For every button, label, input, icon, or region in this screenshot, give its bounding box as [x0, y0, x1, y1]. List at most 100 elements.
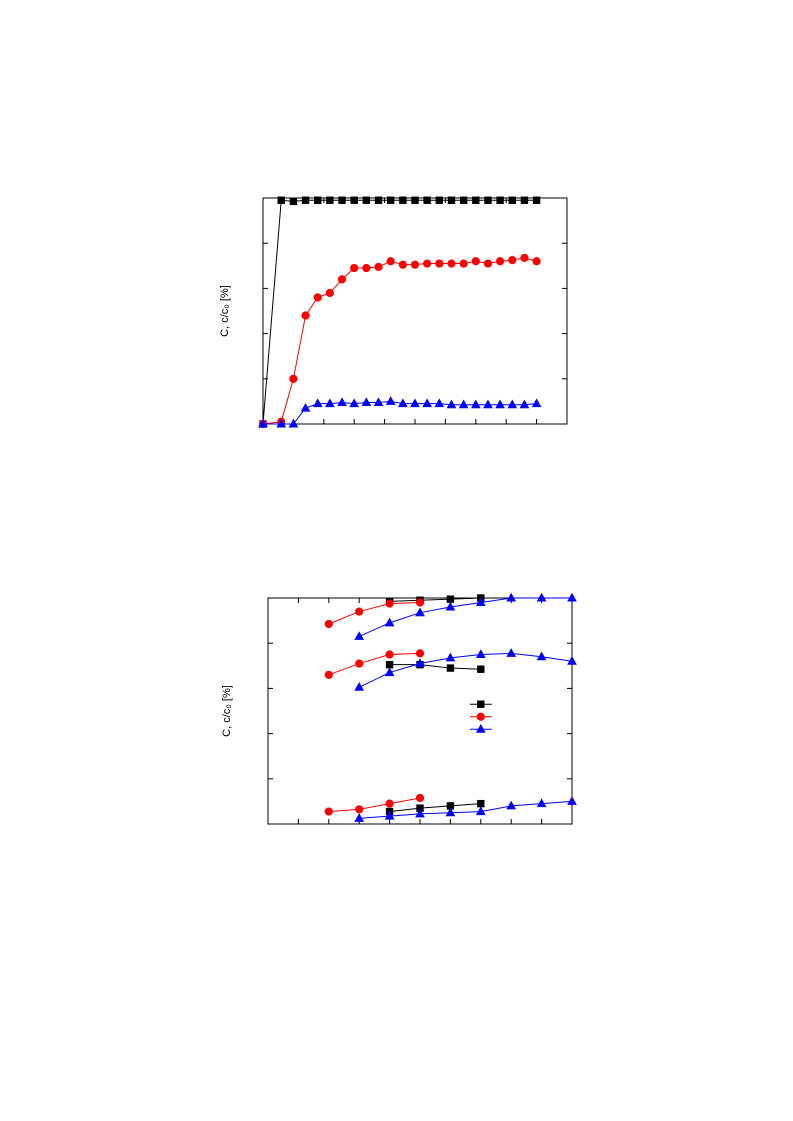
marker	[314, 196, 322, 204]
marker	[458, 399, 469, 409]
marker	[508, 256, 517, 265]
marker	[325, 288, 334, 298]
marker	[520, 196, 529, 204]
plot-frame	[267, 597, 573, 825]
legend-marker	[475, 723, 486, 733]
series-line	[358, 652, 573, 688]
marker	[385, 799, 394, 808]
marker	[423, 259, 432, 268]
marker	[423, 196, 431, 204]
marker	[362, 196, 371, 204]
marker	[289, 197, 298, 206]
marker	[355, 607, 364, 616]
marker	[459, 196, 468, 204]
marker	[350, 263, 359, 273]
marker	[475, 806, 486, 816]
marker	[484, 196, 492, 204]
marker	[386, 196, 395, 204]
marker	[471, 257, 480, 266]
marker	[495, 399, 505, 409]
marker	[472, 196, 480, 204]
marker	[362, 263, 371, 273]
marker	[506, 648, 517, 657]
marker	[434, 398, 445, 408]
marker	[446, 399, 457, 409]
marker	[373, 397, 384, 407]
marker	[506, 800, 517, 810]
marker	[477, 799, 485, 808]
marker	[506, 592, 517, 602]
marker	[422, 398, 433, 408]
marker	[410, 260, 420, 269]
series-line	[389, 803, 481, 813]
marker	[415, 808, 425, 818]
marker	[276, 418, 287, 428]
marker	[398, 260, 407, 269]
marker	[258, 418, 268, 428]
marker	[385, 396, 396, 405]
marker	[355, 805, 364, 814]
marker	[385, 650, 394, 659]
series-line	[328, 797, 421, 813]
marker	[397, 398, 408, 408]
series-line	[389, 597, 481, 602]
marker	[354, 631, 365, 640]
marker	[289, 374, 298, 383]
marker	[312, 398, 323, 408]
marker	[349, 398, 360, 408]
marker	[415, 649, 425, 658]
marker	[567, 592, 577, 602]
marker	[313, 293, 322, 302]
marker	[435, 259, 444, 268]
marker	[532, 196, 541, 204]
marker	[475, 649, 486, 658]
marker	[536, 798, 547, 808]
marker	[350, 196, 358, 204]
marker	[374, 196, 383, 204]
marker	[508, 196, 516, 204]
marker	[496, 196, 504, 204]
marker	[337, 275, 347, 284]
marker	[385, 660, 394, 669]
marker	[384, 810, 395, 820]
marker	[410, 398, 420, 408]
marker	[536, 651, 547, 661]
marker	[301, 311, 310, 320]
series-line	[262, 257, 537, 425]
series-line	[389, 664, 481, 670]
marker	[399, 196, 407, 204]
marker	[337, 397, 347, 407]
marker	[435, 196, 444, 204]
series-line	[359, 800, 573, 819]
marker	[338, 196, 346, 204]
marker	[445, 601, 456, 611]
y-axis-label: C, c/c₀ [%]	[221, 685, 233, 737]
marker	[324, 670, 333, 679]
marker	[446, 595, 455, 603]
marker	[300, 402, 311, 412]
marker	[415, 793, 425, 803]
marker	[483, 399, 493, 409]
marker	[301, 196, 310, 204]
marker	[477, 665, 485, 673]
marker	[325, 398, 335, 408]
marker	[415, 598, 425, 607]
marker	[415, 607, 425, 617]
marker	[470, 399, 481, 409]
series-line	[328, 602, 421, 625]
marker	[411, 196, 419, 204]
marker	[355, 659, 364, 668]
marker	[567, 796, 577, 805]
marker	[446, 664, 455, 672]
series-line	[328, 652, 421, 676]
marker	[445, 807, 456, 817]
marker	[475, 597, 486, 607]
marker	[324, 807, 333, 816]
legend-marker	[476, 712, 485, 721]
marker	[277, 196, 285, 204]
y-axis-label: C, c/c₀ [%]	[219, 285, 231, 337]
marker	[536, 592, 547, 602]
marker	[288, 418, 299, 428]
